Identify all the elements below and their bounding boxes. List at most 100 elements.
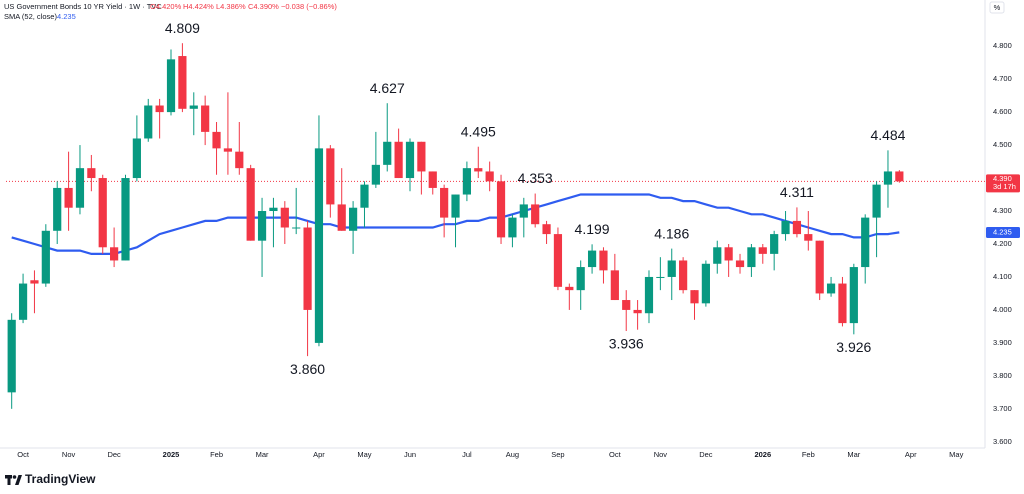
candle-body xyxy=(110,247,119,261)
candle-body xyxy=(747,247,756,268)
x-tick-label: May xyxy=(949,450,963,459)
candle-body xyxy=(451,194,460,218)
candle-body xyxy=(849,267,858,324)
candle-body xyxy=(326,148,335,205)
candle-body xyxy=(804,234,813,241)
price-annotation: 4.484 xyxy=(870,127,905,143)
candle-body xyxy=(815,240,824,294)
brand: TradingView xyxy=(25,472,96,486)
candle-body xyxy=(7,319,16,393)
candle-body xyxy=(64,187,73,208)
candle-body xyxy=(644,276,654,314)
x-tick-label: Oct xyxy=(17,450,30,459)
sma-name: SMA (52, close) xyxy=(4,12,57,21)
candle-body xyxy=(223,148,233,152)
unit-box[interactable] xyxy=(989,1,1005,14)
price-annotation: 3.936 xyxy=(609,336,644,352)
unit[interactable]: % xyxy=(994,3,1001,12)
candle-body xyxy=(633,309,642,314)
candle-body xyxy=(349,207,358,231)
price-annotation: 4.809 xyxy=(165,20,200,36)
candle-body xyxy=(280,207,289,228)
candle-body xyxy=(531,204,540,225)
candle-body xyxy=(735,260,745,268)
logo-part xyxy=(12,475,17,479)
candle-body xyxy=(599,250,608,271)
open-value: O4.420% xyxy=(150,2,182,11)
x-tick-label: Sep xyxy=(551,450,564,459)
candle-body xyxy=(75,168,85,208)
x-tick-label: Dec xyxy=(699,450,713,459)
y-tick-label: 4.700 xyxy=(993,74,1012,83)
candle-body xyxy=(587,250,597,268)
candle-body xyxy=(679,260,688,291)
x-tick-label: Nov xyxy=(62,450,76,459)
y-tick-label: 4.800 xyxy=(993,41,1012,50)
candle-body xyxy=(792,220,802,235)
countdown: 3d 17h xyxy=(993,182,1016,191)
candle-body xyxy=(257,211,267,241)
candle-body xyxy=(667,260,676,277)
candle-body xyxy=(485,171,494,182)
y-tick-label: 4.600 xyxy=(993,107,1012,116)
last-price-label: 4.390 xyxy=(993,174,1012,183)
price-annotation: 4.311 xyxy=(780,184,814,200)
x-tick-label: Feb xyxy=(802,450,815,459)
candle-body xyxy=(87,168,96,179)
sma-value: 4.235 xyxy=(57,12,76,21)
candle-body xyxy=(576,267,585,291)
x-tick-label: Aug xyxy=(506,450,519,459)
candle-body xyxy=(178,56,187,109)
y-tick-label: 4.100 xyxy=(993,272,1012,281)
candle-body xyxy=(519,204,528,218)
candle-body xyxy=(314,148,324,343)
legend: US Government Bonds 10 YR Yield · 1W · T… xyxy=(4,2,337,21)
brand-logo xyxy=(5,475,22,485)
candle-body xyxy=(166,59,176,113)
sma-badge: 4.235 xyxy=(986,226,1020,238)
candle-body xyxy=(883,171,893,185)
y-tick-label: 4.300 xyxy=(993,206,1012,215)
candle-body xyxy=(212,131,221,149)
candle-body xyxy=(542,224,551,235)
x-tick-label: Mar xyxy=(256,450,269,459)
candle-body xyxy=(235,151,244,169)
candle-body xyxy=(474,168,483,172)
x-tick-label: Mar xyxy=(847,450,860,459)
y-tick-label: 4.200 xyxy=(993,239,1012,248)
candle-body xyxy=(121,178,130,261)
y-tick-label: 3.900 xyxy=(993,338,1012,347)
candle-body xyxy=(508,217,517,238)
candle-body xyxy=(189,105,198,109)
candle-body xyxy=(405,141,415,179)
candle-body xyxy=(269,207,278,212)
candle-body xyxy=(826,283,836,294)
y-tick-label: 4.000 xyxy=(993,305,1012,314)
logo-part xyxy=(15,475,22,485)
candle-body xyxy=(394,141,403,179)
badge-box xyxy=(986,174,1020,193)
candle-body xyxy=(155,105,164,113)
candle-body xyxy=(303,227,312,310)
candle-body xyxy=(690,290,699,304)
price-annotation: 4.353 xyxy=(518,170,553,186)
candle-body xyxy=(53,187,62,231)
y-tick-label: 3.600 xyxy=(993,437,1012,446)
candle-body xyxy=(440,187,449,218)
candle-body xyxy=(656,276,665,278)
x-tick-label: Jul xyxy=(462,450,472,459)
candle-body xyxy=(462,168,471,195)
candle-body xyxy=(895,171,904,182)
candle-body xyxy=(360,184,369,208)
candle-body xyxy=(781,220,790,235)
x-tick-label: Feb xyxy=(210,450,223,459)
badge-box xyxy=(986,226,1020,238)
price-annotation: 3.926 xyxy=(836,339,871,355)
sma-label: 4.235 xyxy=(993,227,1012,236)
price-annotation: 4.495 xyxy=(461,123,496,139)
candle-body xyxy=(770,234,779,254)
candle-body xyxy=(565,286,574,291)
close-value: C4.390% xyxy=(248,2,279,11)
